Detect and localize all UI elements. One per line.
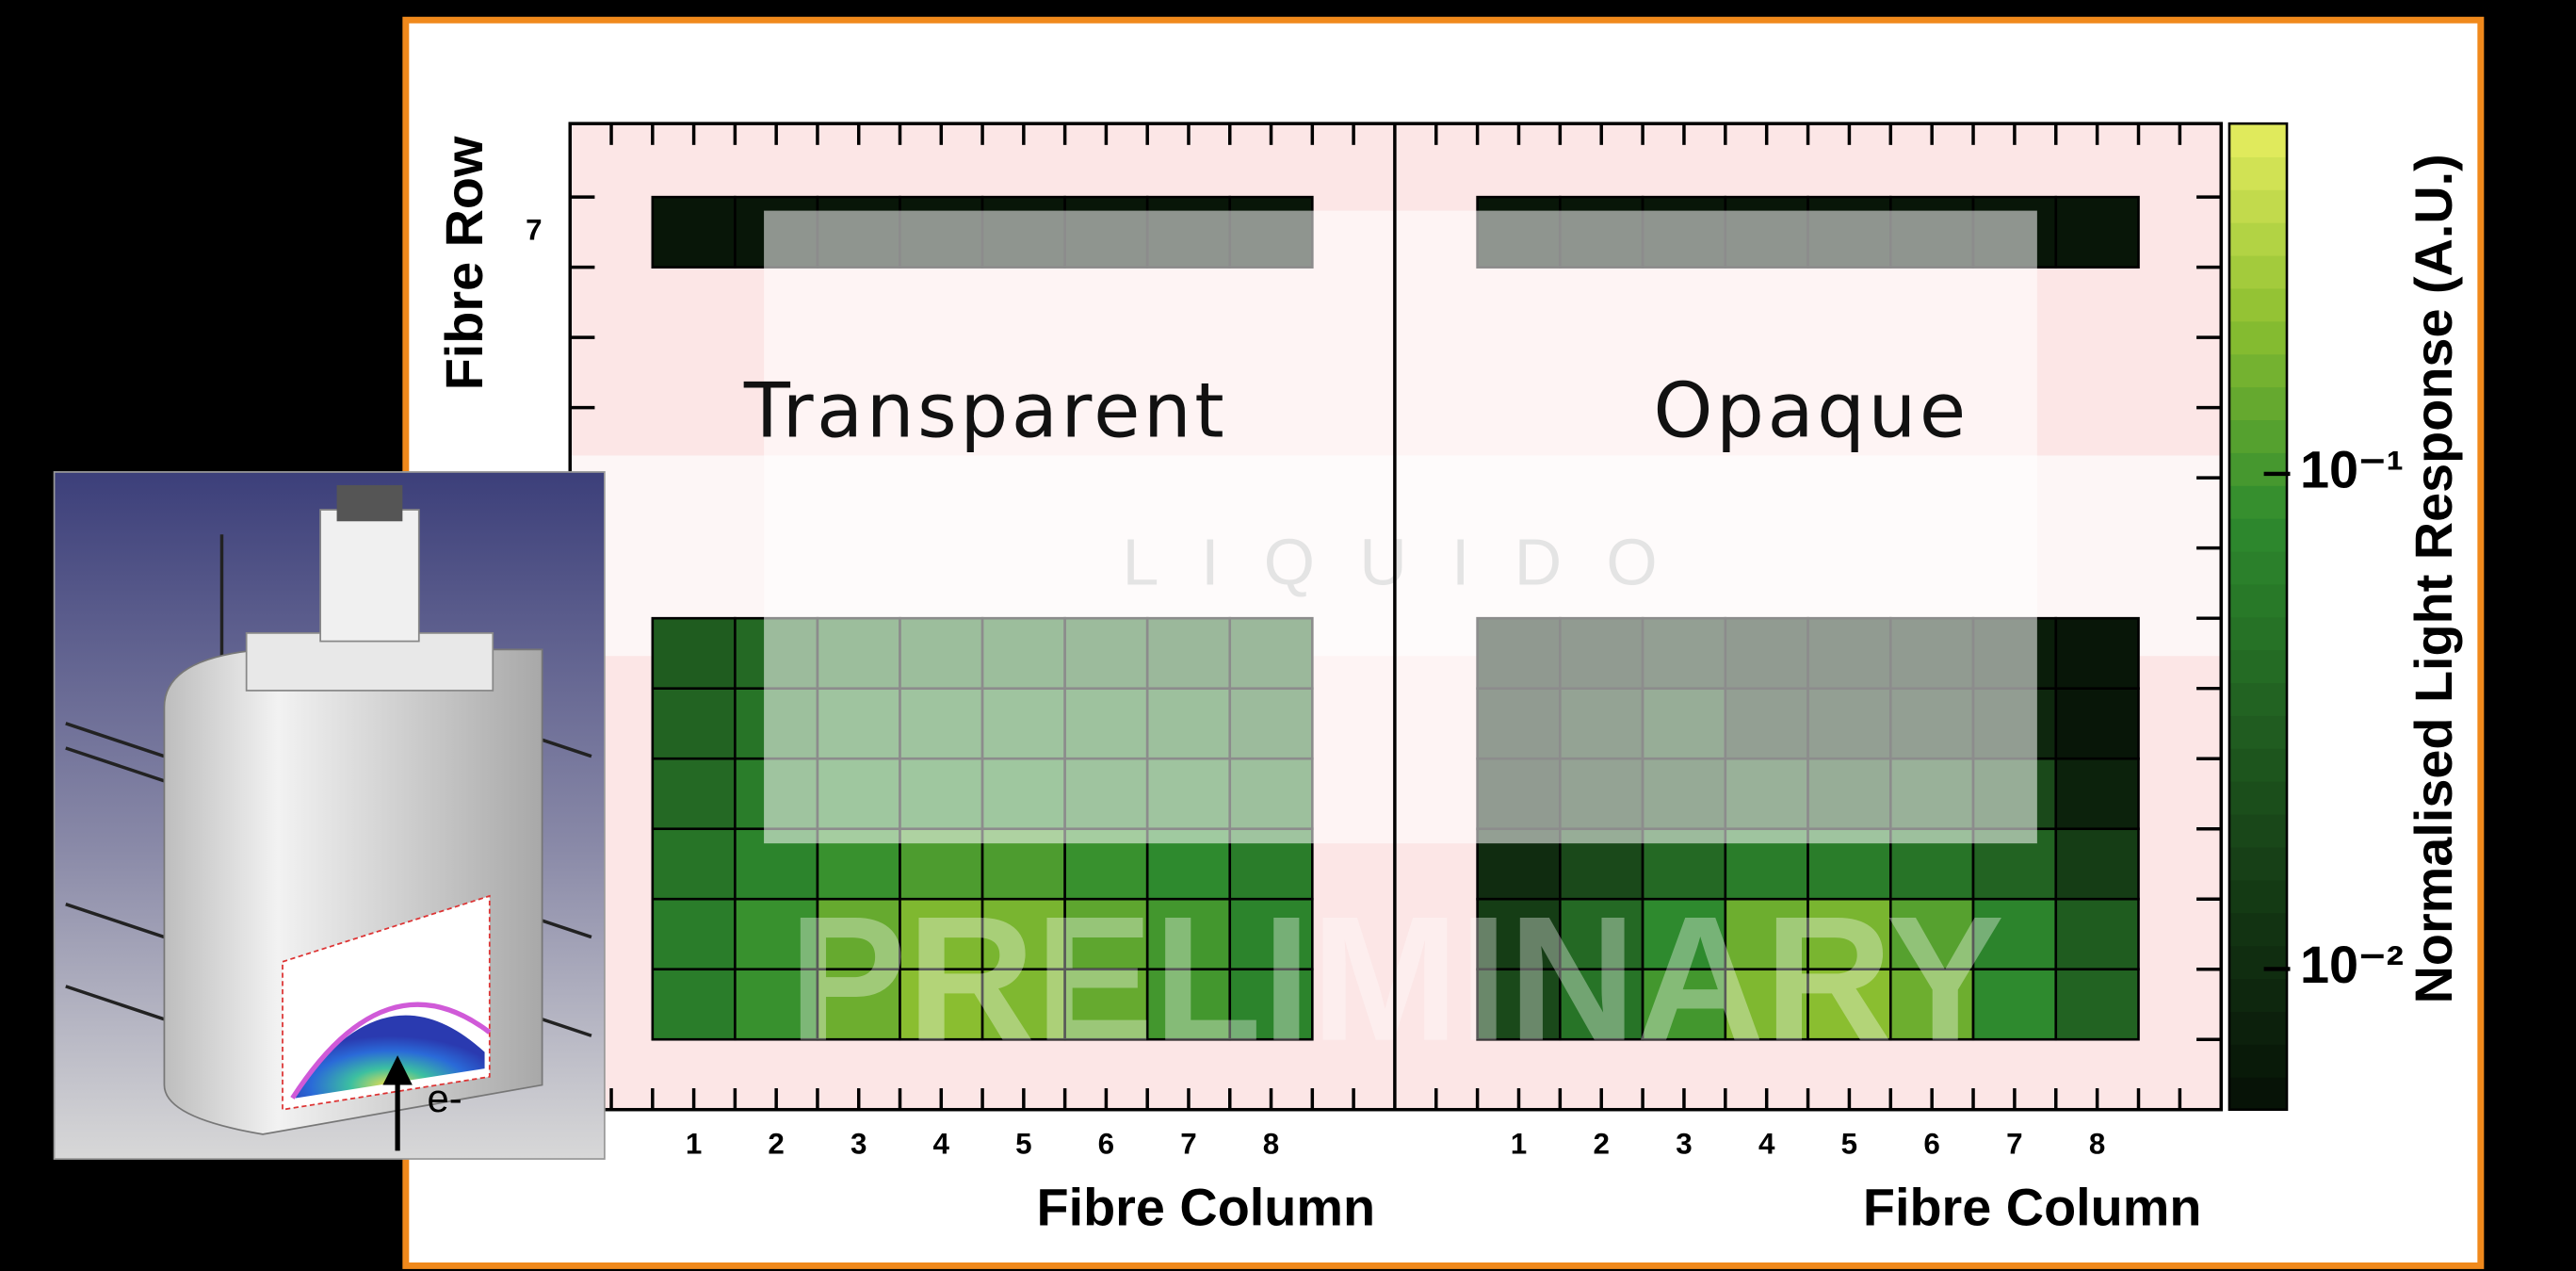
heatmap-cell — [653, 197, 736, 268]
panel-title: Transparent — [743, 367, 1227, 455]
heatmap-cell — [2056, 197, 2139, 268]
colorbar-step — [2229, 518, 2287, 552]
y-axis-label: Fibre Row — [434, 136, 494, 390]
x-tick-label: 5 — [1841, 1127, 1857, 1160]
colorbar-step — [2229, 748, 2287, 782]
x-tick-label: 6 — [1923, 1127, 1939, 1160]
figure: L I Q U I D O PRELIMINARY 1 2 3 4 5 6 7 8 Transp… — [0, 0, 2576, 1271]
heatmap-cell — [2056, 618, 2139, 689]
colorbar-label: Normalised Light Response (A.U.) — [2404, 154, 2463, 1003]
colorbar-step — [2229, 419, 2287, 453]
heatmap-cell — [653, 758, 736, 829]
heatmap-cell — [2056, 829, 2139, 900]
colorbar-step — [2229, 814, 2287, 848]
colorbar-step — [2229, 978, 2287, 1012]
x-tick-label: 7 — [2006, 1127, 2022, 1160]
x-tick-label: 2 — [768, 1127, 784, 1160]
colorbar-tick-label: 10⁻¹ — [2300, 440, 2404, 499]
logo-text: L I Q U I D O — [1123, 526, 1671, 599]
colorbar-step — [2229, 616, 2287, 650]
watermark: PRELIMINARY — [788, 879, 2004, 1078]
x-axis-label: Fibre Column — [1863, 1178, 2202, 1237]
colorbar-step — [2229, 452, 2287, 486]
colorbar-step — [2229, 222, 2287, 256]
x-tick-label: 4 — [933, 1127, 950, 1160]
heatmap-cell — [653, 618, 736, 689]
x-tick-label: 3 — [1676, 1127, 1692, 1160]
x-tick-label: 7 — [1180, 1127, 1196, 1160]
colorbar-step — [2229, 353, 2287, 387]
feedthrough — [337, 485, 403, 521]
colorbar-step — [2229, 682, 2287, 716]
colorbar-step — [2229, 649, 2287, 683]
x-tick-label: 1 — [686, 1127, 702, 1160]
colorbar-step — [2229, 189, 2287, 223]
beam-label: e- — [428, 1076, 462, 1120]
colorbar-step — [2229, 1077, 2287, 1111]
heatmap-cell — [653, 689, 736, 759]
colorbar-step — [2229, 551, 2287, 585]
colorbar-step — [2229, 1044, 2287, 1078]
y-tick-label: 7 — [526, 214, 542, 247]
colorbar-step — [2229, 485, 2287, 519]
colorbar-step — [2229, 156, 2287, 190]
colorbar-step — [2229, 584, 2287, 618]
x-tick-label: 8 — [2089, 1127, 2105, 1160]
heatmap-cell — [653, 970, 736, 1040]
heatmap-cell — [653, 829, 736, 900]
x-tick-label: 3 — [851, 1127, 867, 1160]
colorbar-step — [2229, 288, 2287, 322]
colorbar-step — [2229, 847, 2287, 881]
heatmap-cell — [2056, 970, 2139, 1040]
heatmap-cell — [653, 899, 736, 970]
colorbar-step — [2229, 123, 2287, 157]
colorbar-step — [2229, 781, 2287, 815]
heatmap-cell — [2056, 689, 2139, 759]
page: L I Q U I D O PRELIMINARY 1 2 3 4 5 6 7 8 Transp… — [0, 0, 2576, 1271]
colorbar-step — [2229, 320, 2287, 354]
panel-title: Opaque — [1653, 367, 1968, 455]
colorbar-step — [2229, 945, 2287, 979]
heatmap-cell — [2056, 758, 2139, 829]
x-tick-label: 2 — [1593, 1127, 1609, 1160]
colorbar-step — [2229, 255, 2287, 289]
colorbar-tick-label: 10⁻² — [2300, 935, 2404, 994]
x-tick-label: 1 — [1511, 1127, 1527, 1160]
colorbar-step — [2229, 1011, 2287, 1045]
colorbar-step — [2229, 386, 2287, 420]
colorbar-step — [2229, 715, 2287, 749]
x-tick-label: 5 — [1015, 1127, 1031, 1160]
detector-inset: e- — [55, 472, 605, 1159]
heatmap-cell — [2056, 899, 2139, 970]
x-tick-label: 4 — [1758, 1127, 1775, 1160]
neck — [320, 510, 419, 642]
x-tick-label: 6 — [1098, 1127, 1114, 1160]
colorbar-step — [2229, 912, 2287, 946]
colorbar-step — [2229, 880, 2287, 914]
x-axis-label: Fibre Column — [1036, 1178, 1375, 1237]
x-tick-label: 8 — [1263, 1127, 1279, 1160]
